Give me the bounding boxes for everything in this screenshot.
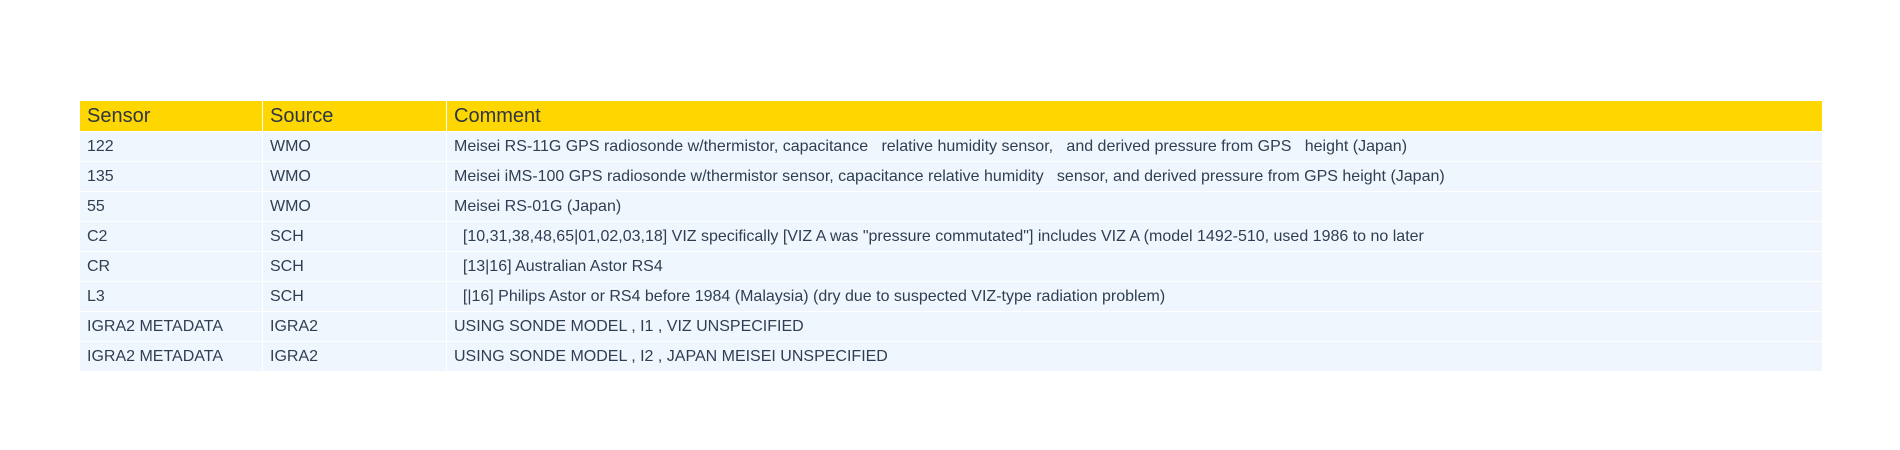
source-cell: SCH [262, 251, 446, 281]
table-row: 135 WMO Meisei iMS-100 GPS radiosonde w/… [80, 161, 1822, 191]
comment-cell: USING SONDE MODEL , I2 , JAPAN MEISEI UN… [446, 341, 1822, 371]
sensor-cell: CR [80, 251, 262, 281]
table-row: C2 SCH [10,31,38,48,65|01,02,03,18] VIZ … [80, 221, 1822, 251]
comment-cell: USING SONDE MODEL , I1 , VIZ UNSPECIFIED [446, 311, 1822, 341]
sensor-cell: 122 [80, 131, 262, 161]
table-row: 55 WMO Meisei RS-01G (Japan) [80, 191, 1822, 221]
source-cell: IGRA2 [262, 311, 446, 341]
comment-cell: [13|16] Australian Astor RS4 [446, 251, 1822, 281]
source-cell: WMO [262, 161, 446, 191]
header-row: Sensor Source Comment [80, 101, 1822, 131]
source-cell: WMO [262, 131, 446, 161]
column-header-source: Source [262, 101, 446, 131]
table-row: CR SCH [13|16] Australian Astor RS4 [80, 251, 1822, 281]
source-cell: WMO [262, 191, 446, 221]
column-header-sensor: Sensor [80, 101, 262, 131]
sensor-cell: C2 [80, 221, 262, 251]
sensor-cell: L3 [80, 281, 262, 311]
sensor-cell: IGRA2 METADATA [80, 311, 262, 341]
source-cell: SCH [262, 221, 446, 251]
sensor-cell: IGRA2 METADATA [80, 341, 262, 371]
table-row: L3 SCH [|16] Philips Astor or RS4 before… [80, 281, 1822, 311]
table-body: 122 WMO Meisei RS-11G GPS radiosonde w/t… [80, 131, 1822, 371]
table-row: 122 WMO Meisei RS-11G GPS radiosonde w/t… [80, 131, 1822, 161]
comment-cell: Meisei iMS-100 GPS radiosonde w/thermist… [446, 161, 1822, 191]
column-header-comment: Comment [446, 101, 1822, 131]
sensor-table: Sensor Source Comment 122 WMO Meisei RS-… [80, 101, 1822, 371]
table-row: IGRA2 METADATA IGRA2 USING SONDE MODEL ,… [80, 311, 1822, 341]
source-cell: SCH [262, 281, 446, 311]
sensor-cell: 135 [80, 161, 262, 191]
source-cell: IGRA2 [262, 341, 446, 371]
sensor-cell: 55 [80, 191, 262, 221]
comment-cell: Meisei RS-01G (Japan) [446, 191, 1822, 221]
comment-cell: [|16] Philips Astor or RS4 before 1984 (… [446, 281, 1822, 311]
table-header: Sensor Source Comment [80, 101, 1822, 131]
comment-cell: [10,31,38,48,65|01,02,03,18] VIZ specifi… [446, 221, 1822, 251]
comment-cell: Meisei RS-11G GPS radiosonde w/thermisto… [446, 131, 1822, 161]
table-row: IGRA2 METADATA IGRA2 USING SONDE MODEL ,… [80, 341, 1822, 371]
